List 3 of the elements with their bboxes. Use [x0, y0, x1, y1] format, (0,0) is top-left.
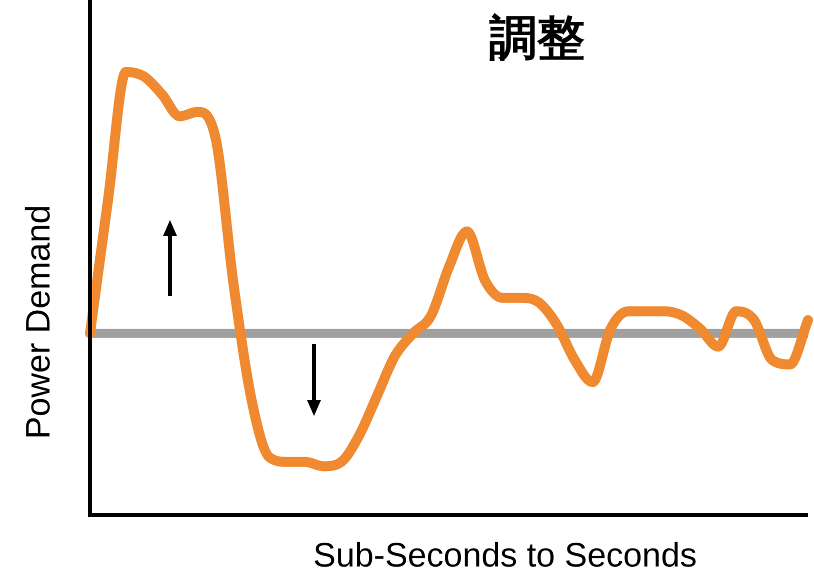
y-axis-title: Power Demand — [19, 204, 58, 440]
chart-title: 調整 — [489, 10, 585, 66]
x-axis-title: Sub-Seconds to Seconds — [313, 536, 697, 574]
